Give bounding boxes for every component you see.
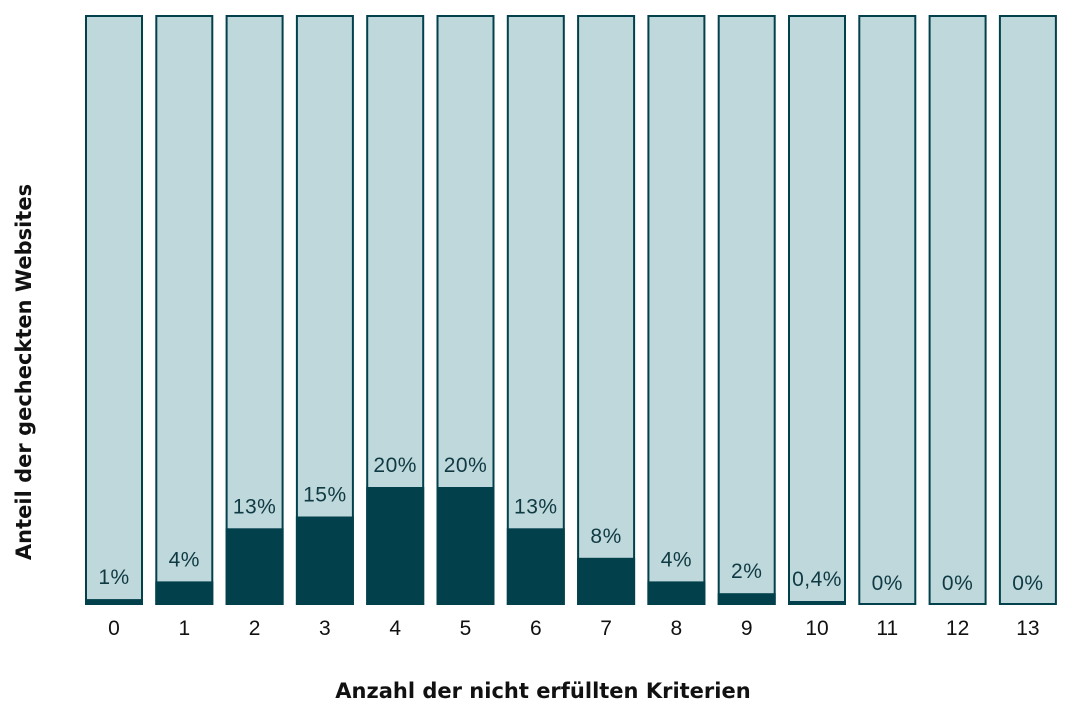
bar-value-1 — [155, 581, 214, 605]
x-tick-label-0: 0 — [108, 617, 120, 640]
x-tick-label-9: 9 — [741, 617, 753, 640]
bar-background-8 — [647, 15, 706, 605]
x-tick-label-10: 10 — [805, 617, 828, 640]
data-label-1: 4% — [169, 548, 200, 571]
data-label-10: 0,4% — [792, 568, 842, 591]
bar-value-2 — [225, 528, 284, 605]
x-tick-label-4: 4 — [389, 617, 401, 640]
y-axis-title: Anteil der gecheckten Websites — [12, 184, 36, 560]
bar-background-0 — [85, 15, 143, 605]
data-label-11: 0% — [872, 572, 903, 595]
bar-background-11 — [858, 15, 917, 605]
data-label-7: 8% — [590, 525, 621, 548]
data-label-3: 15% — [303, 484, 347, 507]
data-label-4: 20% — [373, 454, 417, 477]
bars-group: 1% 4% 13% 15% 20% 20% 13% 8% 4% 2% 0,4% 0% 0% 0% — [85, 15, 1057, 605]
x-tick-labels: 0 1 2 3 4 5 6 7 8 9 10 11 12 13 — [108, 617, 1039, 640]
bar-value-10 — [788, 601, 846, 605]
bar-background-13 — [998, 15, 1057, 605]
x-tick-label-13: 13 — [1016, 617, 1039, 640]
bar-background-1 — [155, 15, 214, 605]
bar-value-8 — [647, 581, 706, 605]
data-label-12: 0% — [942, 572, 973, 595]
x-tick-label-2: 2 — [249, 617, 261, 640]
bar-background-3 — [295, 15, 354, 605]
bar-background-7 — [577, 15, 636, 605]
bar-value-3 — [295, 516, 354, 605]
x-tick-label-7: 7 — [600, 617, 612, 640]
bar-value-4 — [366, 487, 425, 605]
data-label-2: 13% — [233, 495, 277, 518]
data-label-0: 1% — [98, 566, 129, 589]
x-tick-label-11: 11 — [876, 617, 898, 640]
bar-background-2 — [225, 15, 284, 605]
bar-value-0 — [85, 599, 143, 605]
bar-value-7 — [577, 557, 636, 605]
bar-value-5 — [436, 487, 495, 605]
x-axis-title: Anzahl der nicht erfüllten Kriterien — [335, 679, 750, 703]
bar-value-9 — [717, 593, 776, 605]
x-tick-label-12: 12 — [946, 617, 969, 640]
x-tick-label-6: 6 — [530, 617, 542, 640]
bar-background-10 — [788, 15, 846, 605]
bar-background-6 — [506, 15, 565, 605]
bar-background-9 — [717, 15, 776, 605]
x-tick-label-5: 5 — [460, 617, 472, 640]
x-tick-label-3: 3 — [319, 617, 331, 640]
bar-background-12 — [928, 15, 987, 605]
data-label-8: 4% — [661, 548, 692, 571]
bar-value-6 — [506, 528, 565, 605]
x-tick-label-8: 8 — [671, 617, 683, 640]
x-tick-label-1: 1 — [178, 617, 190, 640]
data-label-6: 13% — [514, 495, 558, 518]
data-label-5: 20% — [444, 454, 488, 477]
data-label-9: 2% — [731, 560, 762, 583]
data-label-13: 0% — [1012, 572, 1043, 595]
